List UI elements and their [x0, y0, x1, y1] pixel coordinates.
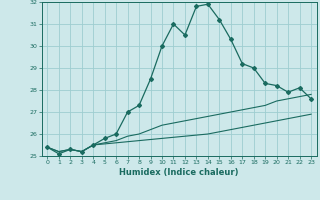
X-axis label: Humidex (Indice chaleur): Humidex (Indice chaleur): [119, 168, 239, 177]
